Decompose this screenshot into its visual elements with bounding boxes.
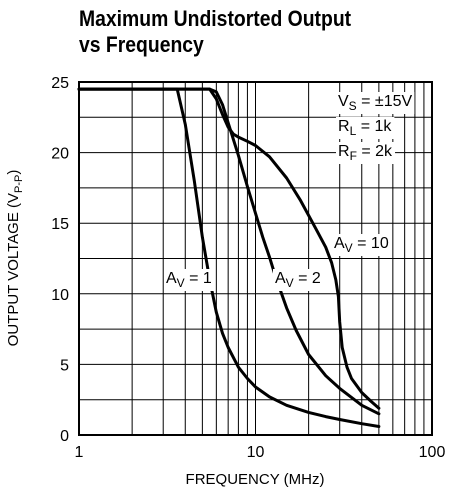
series-curve-3: [77, 87, 381, 410]
series-label-1: AV = 1: [164, 269, 214, 291]
y-axis-label: OUTPUT VOLTAGE (VP-P): [5, 170, 25, 347]
y-tick-label: 25: [51, 75, 69, 92]
condition-3: RF = 2k: [336, 142, 396, 164]
y-tick-label: 10: [51, 287, 69, 304]
condition-2-text: RL = 1k: [338, 118, 392, 138]
condition-1: VS = ±15V: [336, 92, 415, 114]
series-label-2-text: AV = 2: [275, 270, 321, 290]
condition-1-text: VS = ±15V: [338, 93, 413, 113]
tick-labels: 0 5 10 15 20 25 1 10 100: [51, 75, 445, 461]
y-tick-label: 0: [60, 428, 69, 445]
test-conditions: VS = ±15V RL = 1k RF = 2k: [336, 92, 415, 164]
y-axis-label-main: OUTPUT VOLTAGE (V: [5, 193, 22, 346]
condition-2: RL = 1k: [336, 117, 395, 139]
series-label-3: AV = 10: [332, 234, 391, 256]
y-tick-label: 15: [51, 216, 69, 233]
plot-frame: [78, 81, 433, 436]
series-label-1-text: AV = 1: [166, 270, 212, 290]
chart-title-line-2: vs Frequency: [79, 32, 204, 57]
y-tick-label: 20: [51, 146, 69, 163]
series-label-3-text: AV = 10: [334, 235, 389, 255]
chart-title-line-1: Maximum Undistorted Output: [79, 6, 352, 31]
x-tick-label: 100: [419, 444, 446, 461]
series-labels: AV = 1 AV = 2 AV = 10: [164, 234, 391, 291]
series-curve-1: [77, 87, 381, 428]
series-label-2: AV = 2: [273, 269, 323, 291]
chart-title: Maximum Undistorted Output vs Frequency: [79, 6, 396, 58]
series-curve-2: [77, 87, 381, 416]
y-tick-label: 5: [60, 357, 69, 374]
x-tick-label: 10: [247, 444, 265, 461]
y-axis-label-sub: P-P: [13, 175, 25, 193]
series-curves: [77, 87, 381, 428]
x-tick-label: 1: [75, 444, 84, 461]
condition-3-text: RF = 2k: [338, 143, 393, 163]
x-axis-label: FREQUENCY (MHz): [186, 471, 325, 488]
y-axis-label-close: ): [5, 170, 22, 175]
